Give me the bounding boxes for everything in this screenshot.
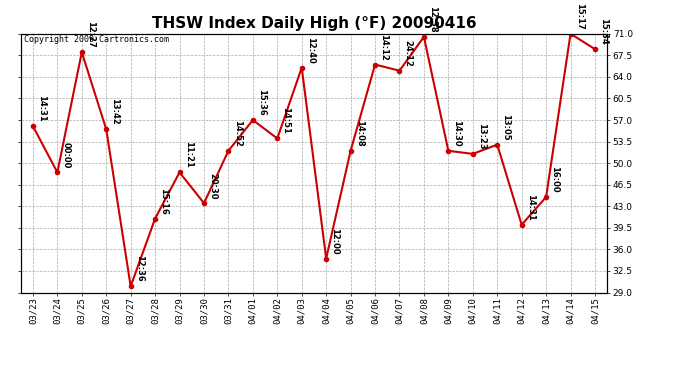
Text: 13:23: 13:23 xyxy=(477,123,486,150)
Text: 14:12: 14:12 xyxy=(380,33,388,60)
Text: 12:00: 12:00 xyxy=(331,228,339,255)
Text: 12:40: 12:40 xyxy=(306,37,315,63)
Text: 13:05: 13:05 xyxy=(502,114,511,141)
Text: 12:38: 12:38 xyxy=(428,6,437,33)
Text: 13:42: 13:42 xyxy=(110,98,119,125)
Text: 14:52: 14:52 xyxy=(233,120,241,147)
Text: 24:12: 24:12 xyxy=(404,40,413,66)
Text: 20:30: 20:30 xyxy=(208,172,217,199)
Text: 12:27: 12:27 xyxy=(86,21,95,48)
Text: 15:36: 15:36 xyxy=(257,89,266,116)
Text: Copyright 2009 Cartronics.com: Copyright 2009 Cartronics.com xyxy=(23,35,168,44)
Text: 14:08: 14:08 xyxy=(355,120,364,147)
Title: THSW Index Daily High (°F) 20090416: THSW Index Daily High (°F) 20090416 xyxy=(152,16,476,31)
Text: 15:34: 15:34 xyxy=(599,18,608,45)
Text: 16:00: 16:00 xyxy=(550,166,560,193)
Text: 15:17: 15:17 xyxy=(575,3,584,30)
Text: 12:36: 12:36 xyxy=(135,255,144,282)
Text: 00:00: 00:00 xyxy=(61,142,70,168)
Text: 14:31: 14:31 xyxy=(37,95,46,122)
Text: 14:51: 14:51 xyxy=(282,108,290,134)
Text: 11:21: 11:21 xyxy=(184,141,193,168)
Text: 15:16: 15:16 xyxy=(159,188,168,214)
Text: 14:31: 14:31 xyxy=(526,194,535,220)
Text: 14:30: 14:30 xyxy=(453,120,462,147)
